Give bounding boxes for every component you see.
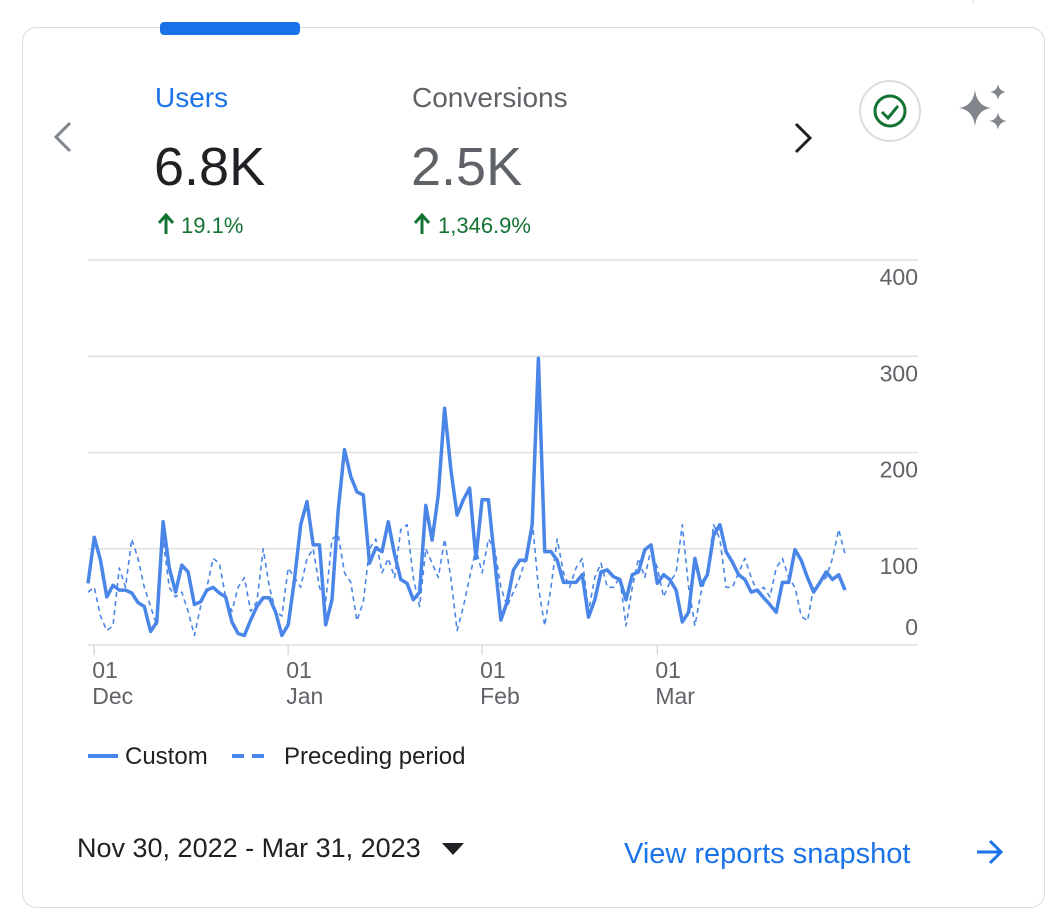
y-tick-label: 100 <box>880 553 918 579</box>
legend-label: Preceding period <box>284 743 465 770</box>
view-snapshot-link[interactable]: View reports snapshot <box>624 838 910 870</box>
active-tab-indicator <box>160 22 300 35</box>
series-line <box>87 519 846 637</box>
x-tick-label: 01 Feb <box>480 657 520 709</box>
check-icon <box>873 94 907 128</box>
metric-change: 1,346.9% <box>438 213 531 238</box>
up-arrow-icon <box>413 212 431 234</box>
prev-arrow[interactable] <box>53 121 72 153</box>
insights-icon[interactable] <box>959 84 1007 130</box>
dropdown-icon[interactable] <box>442 843 464 855</box>
x-tick-label: 01 Mar <box>655 657 695 709</box>
x-tick-label: 01 Jan <box>286 657 324 709</box>
legend-label: Custom <box>125 743 208 770</box>
y-tick-label: 0 <box>905 614 918 640</box>
y-tick-label: 200 <box>880 457 918 483</box>
next-arrow[interactable] <box>794 122 813 154</box>
check-icon <box>880 105 900 121</box>
link-arrow-icon[interactable] <box>977 839 1004 865</box>
metric-change: 19.1% <box>181 213 243 238</box>
x-tick-label: 01 Dec <box>92 657 134 709</box>
metric-label[interactable]: Conversions <box>412 82 568 113</box>
y-tick-label: 300 <box>880 360 918 386</box>
plot: 0 100 200 300 400 <box>86 259 918 655</box>
series-line <box>86 356 847 638</box>
y-tick-label: 400 <box>880 264 918 290</box>
metric-value: 6.8K <box>154 137 265 197</box>
date-range[interactable]: Nov 30, 2022 - Mar 31, 2023 <box>77 833 421 863</box>
metric-value: 2.5K <box>411 137 522 197</box>
metric-label[interactable]: Users <box>155 82 228 113</box>
up-arrow-icon <box>157 212 175 234</box>
status-button[interactable] <box>859 80 921 142</box>
